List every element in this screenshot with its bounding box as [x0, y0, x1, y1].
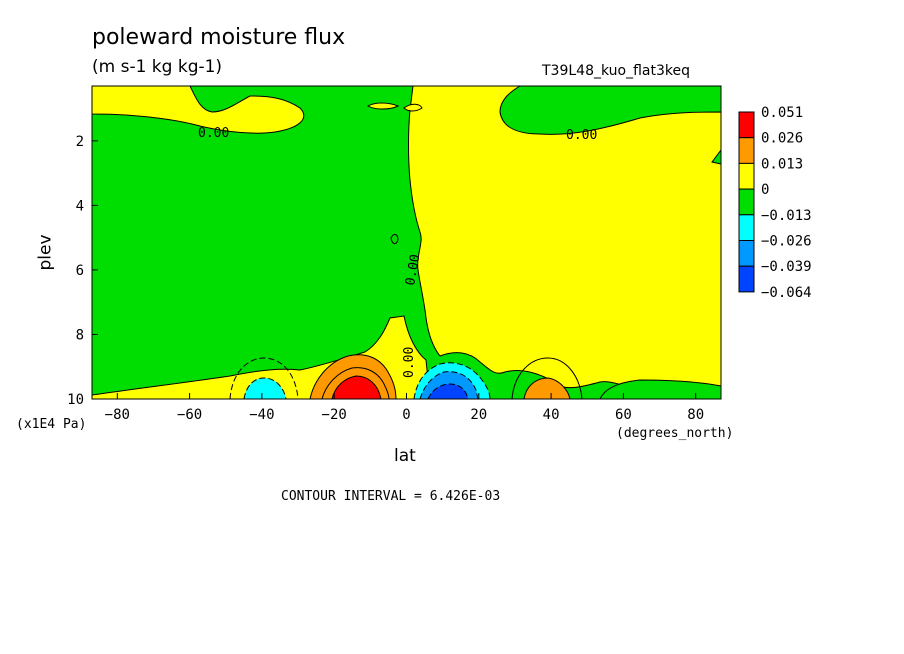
region-green-bottom-right: [599, 379, 721, 399]
x-tick-label: 20: [470, 407, 487, 423]
x-tick-label: −80: [105, 407, 130, 423]
colorbar-swatch: [738, 188, 755, 216]
region-green-notch-right: [711, 149, 721, 165]
chart-units: (m s-1 kg kg-1): [92, 57, 223, 77]
x-axis-units: (degrees_north): [616, 426, 734, 441]
y-axis: 2 4 6 8 10: [67, 134, 98, 408]
y-tick-label: 10: [67, 392, 84, 408]
contour-labels: 0.00 0.00 0.00 0.00: [198, 126, 597, 378]
colorbar-label: −0.026: [761, 234, 812, 250]
region-blue-north: [427, 383, 469, 399]
y-tick-label: 4: [76, 198, 84, 214]
x-tick-label: −60: [177, 407, 202, 423]
y-tick-label: 2: [76, 134, 84, 150]
colorbar-label: 0: [761, 182, 769, 198]
contour-label: 0.00: [402, 347, 417, 378]
y-axis-units: (x1E4 Pa): [16, 417, 87, 432]
x-tick-label: 0: [402, 407, 410, 423]
colorbar-label: 0.051: [761, 105, 803, 121]
contour-label: 0.00: [566, 128, 597, 143]
colorbar-label: 0.013: [761, 156, 803, 172]
x-tick-label: 80: [687, 407, 704, 423]
region-yellow-main: [408, 86, 721, 399]
contour-label: 0.00: [198, 126, 229, 141]
region-yellow-island-2: [403, 103, 423, 112]
y-tick-label: 8: [76, 327, 84, 343]
colorbar-swatch: [738, 111, 755, 139]
colorbar-label: 0.026: [761, 131, 803, 147]
y-tick-label: 6: [76, 263, 84, 279]
colorbar-swatch: [738, 214, 755, 242]
colorbar-label: −0.039: [761, 259, 812, 275]
region-red-south: [331, 375, 382, 399]
colorbar-swatch: [738, 240, 755, 267]
contour-north-outer: [511, 357, 583, 399]
plot-area: [92, 86, 721, 399]
contour-south-dashed-outer: [229, 357, 299, 399]
region-yellow-island-1: [366, 102, 400, 110]
region-orange-north: [523, 377, 571, 399]
colorbar-swatch: [738, 137, 755, 164]
region-cyan-south: [243, 377, 287, 399]
colorbar-swatch: [738, 162, 755, 190]
x-axis-label: lat: [394, 446, 416, 466]
x-tick-label: −20: [322, 407, 347, 423]
run-label: T39L48_kuo_flat3keq: [542, 63, 690, 79]
x-tick-label: −40: [249, 407, 274, 423]
colorbar-swatch: [738, 265, 755, 293]
colorbar: 0.051 0.026 0.013 0 −0.013 −0.026 −0.039 −0.064: [738, 105, 812, 301]
chart-title: poleward moisture flux: [92, 25, 346, 50]
x-tick-label: 60: [615, 407, 632, 423]
x-tick-label: 40: [543, 407, 560, 423]
region-green-island: [390, 233, 399, 245]
contour-interval: CONTOUR INTERVAL = 6.426E-03: [281, 489, 501, 504]
y-axis-label: plev: [35, 234, 56, 271]
x-axis: −80 −60 −40 −20 0 20 40 60 80: [105, 393, 704, 423]
colorbar-label: −0.013: [761, 208, 812, 224]
colorbar-label: −0.064: [761, 285, 812, 301]
contour-label: 0.00: [403, 253, 423, 286]
region-yellow-top-left: [92, 86, 305, 134]
